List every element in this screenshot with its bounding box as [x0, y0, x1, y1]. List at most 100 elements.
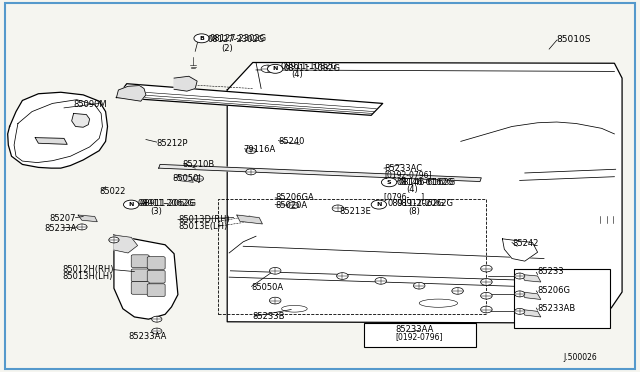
Polygon shape	[116, 86, 146, 101]
FancyBboxPatch shape	[131, 269, 149, 282]
Circle shape	[124, 200, 139, 209]
Text: 08911-2062G: 08911-2062G	[138, 199, 195, 208]
Text: 85240: 85240	[278, 137, 305, 146]
Text: 85090M: 85090M	[74, 100, 108, 109]
Text: 85212P: 85212P	[157, 139, 188, 148]
Text: 85233B: 85233B	[253, 312, 285, 321]
Text: [0796-     ]: [0796- ]	[384, 192, 424, 201]
Text: 85206G: 85206G	[538, 286, 571, 295]
Polygon shape	[174, 76, 197, 91]
FancyBboxPatch shape	[147, 284, 165, 296]
Text: 85013E(LH): 85013E(LH)	[178, 222, 227, 231]
Text: 85050J: 85050J	[173, 174, 202, 183]
Text: 79116A: 79116A	[243, 145, 275, 154]
FancyBboxPatch shape	[131, 282, 149, 294]
Polygon shape	[522, 292, 541, 299]
Polygon shape	[114, 235, 178, 319]
Circle shape	[337, 273, 348, 279]
Circle shape	[515, 291, 525, 297]
Circle shape	[287, 202, 299, 209]
Text: (3): (3)	[150, 207, 163, 216]
Text: 85020A: 85020A	[275, 201, 307, 210]
Text: 08127-2302G: 08127-2302G	[210, 34, 267, 43]
FancyBboxPatch shape	[364, 323, 476, 347]
Bar	[218, 199, 486, 314]
Text: 85233A: 85233A	[45, 224, 77, 233]
Text: 08127-2302G: 08127-2302G	[208, 35, 265, 44]
Text: (4): (4)	[291, 70, 303, 79]
Text: [0192-0796]: [0192-0796]	[384, 170, 431, 179]
Circle shape	[375, 278, 387, 284]
Text: 85233AA: 85233AA	[128, 332, 166, 341]
Text: 08911-2062G: 08911-2062G	[387, 199, 444, 208]
Ellipse shape	[419, 299, 458, 307]
Text: 85233: 85233	[538, 267, 564, 276]
Circle shape	[515, 308, 525, 314]
Polygon shape	[35, 138, 67, 144]
Text: (8): (8)	[408, 207, 420, 216]
Circle shape	[413, 282, 425, 289]
Circle shape	[152, 316, 162, 322]
Polygon shape	[72, 113, 90, 127]
Circle shape	[381, 178, 397, 187]
Circle shape	[194, 34, 209, 43]
Circle shape	[481, 292, 492, 299]
FancyBboxPatch shape	[131, 255, 149, 267]
FancyBboxPatch shape	[147, 270, 165, 283]
Text: N: N	[376, 202, 381, 207]
Polygon shape	[502, 239, 538, 261]
Text: N: N	[129, 202, 134, 207]
Text: 85013D(RH): 85013D(RH)	[178, 215, 230, 224]
Text: 08911-1082G: 08911-1082G	[280, 62, 337, 71]
Circle shape	[268, 64, 283, 73]
Text: S: S	[387, 180, 392, 185]
Text: 85012H(RH): 85012H(RH)	[63, 265, 114, 274]
Text: 08146-6162G: 08146-6162G	[397, 178, 454, 187]
FancyBboxPatch shape	[147, 257, 165, 269]
Text: 08911-1082G: 08911-1082G	[284, 64, 340, 73]
Text: (4): (4)	[406, 185, 418, 194]
Text: 85210B: 85210B	[182, 160, 214, 169]
Circle shape	[481, 306, 492, 313]
Text: B: B	[199, 36, 204, 41]
FancyBboxPatch shape	[514, 269, 610, 328]
Text: 85207: 85207	[49, 214, 76, 223]
Circle shape	[515, 273, 525, 279]
Text: 85233AB: 85233AB	[538, 304, 576, 313]
Text: 85010S: 85010S	[557, 35, 591, 44]
Polygon shape	[78, 215, 97, 222]
Ellipse shape	[282, 305, 307, 312]
Text: 08146-6162G: 08146-6162G	[398, 178, 455, 187]
Text: 85233AA: 85233AA	[396, 326, 434, 334]
Text: 85022: 85022	[99, 187, 125, 196]
Text: J.500026: J.500026	[563, 353, 597, 362]
Polygon shape	[114, 235, 138, 253]
Polygon shape	[522, 275, 541, 282]
Polygon shape	[227, 62, 622, 323]
Text: 85213E: 85213E	[339, 207, 371, 216]
Circle shape	[371, 200, 387, 209]
Circle shape	[269, 267, 281, 274]
Polygon shape	[522, 310, 541, 317]
Text: 08911-2062G: 08911-2062G	[140, 199, 196, 208]
Polygon shape	[178, 175, 193, 182]
Text: 85013H(LH): 85013H(LH)	[63, 272, 113, 281]
Polygon shape	[8, 92, 108, 168]
Text: N: N	[273, 66, 278, 71]
Text: 08911-2062G: 08911-2062G	[397, 199, 454, 208]
Text: [0192-0796]: [0192-0796]	[396, 332, 443, 341]
Text: 85242: 85242	[512, 239, 538, 248]
Circle shape	[246, 169, 256, 175]
Circle shape	[261, 65, 274, 73]
Text: 85233AC: 85233AC	[384, 164, 422, 173]
Text: (2): (2)	[221, 44, 232, 53]
Polygon shape	[237, 215, 262, 224]
Circle shape	[269, 297, 281, 304]
Circle shape	[332, 205, 344, 212]
Circle shape	[193, 176, 204, 182]
Circle shape	[152, 328, 162, 334]
Circle shape	[246, 148, 256, 154]
Text: 85050A: 85050A	[252, 283, 284, 292]
Text: 85206GA: 85206GA	[275, 193, 314, 202]
Circle shape	[481, 279, 492, 285]
